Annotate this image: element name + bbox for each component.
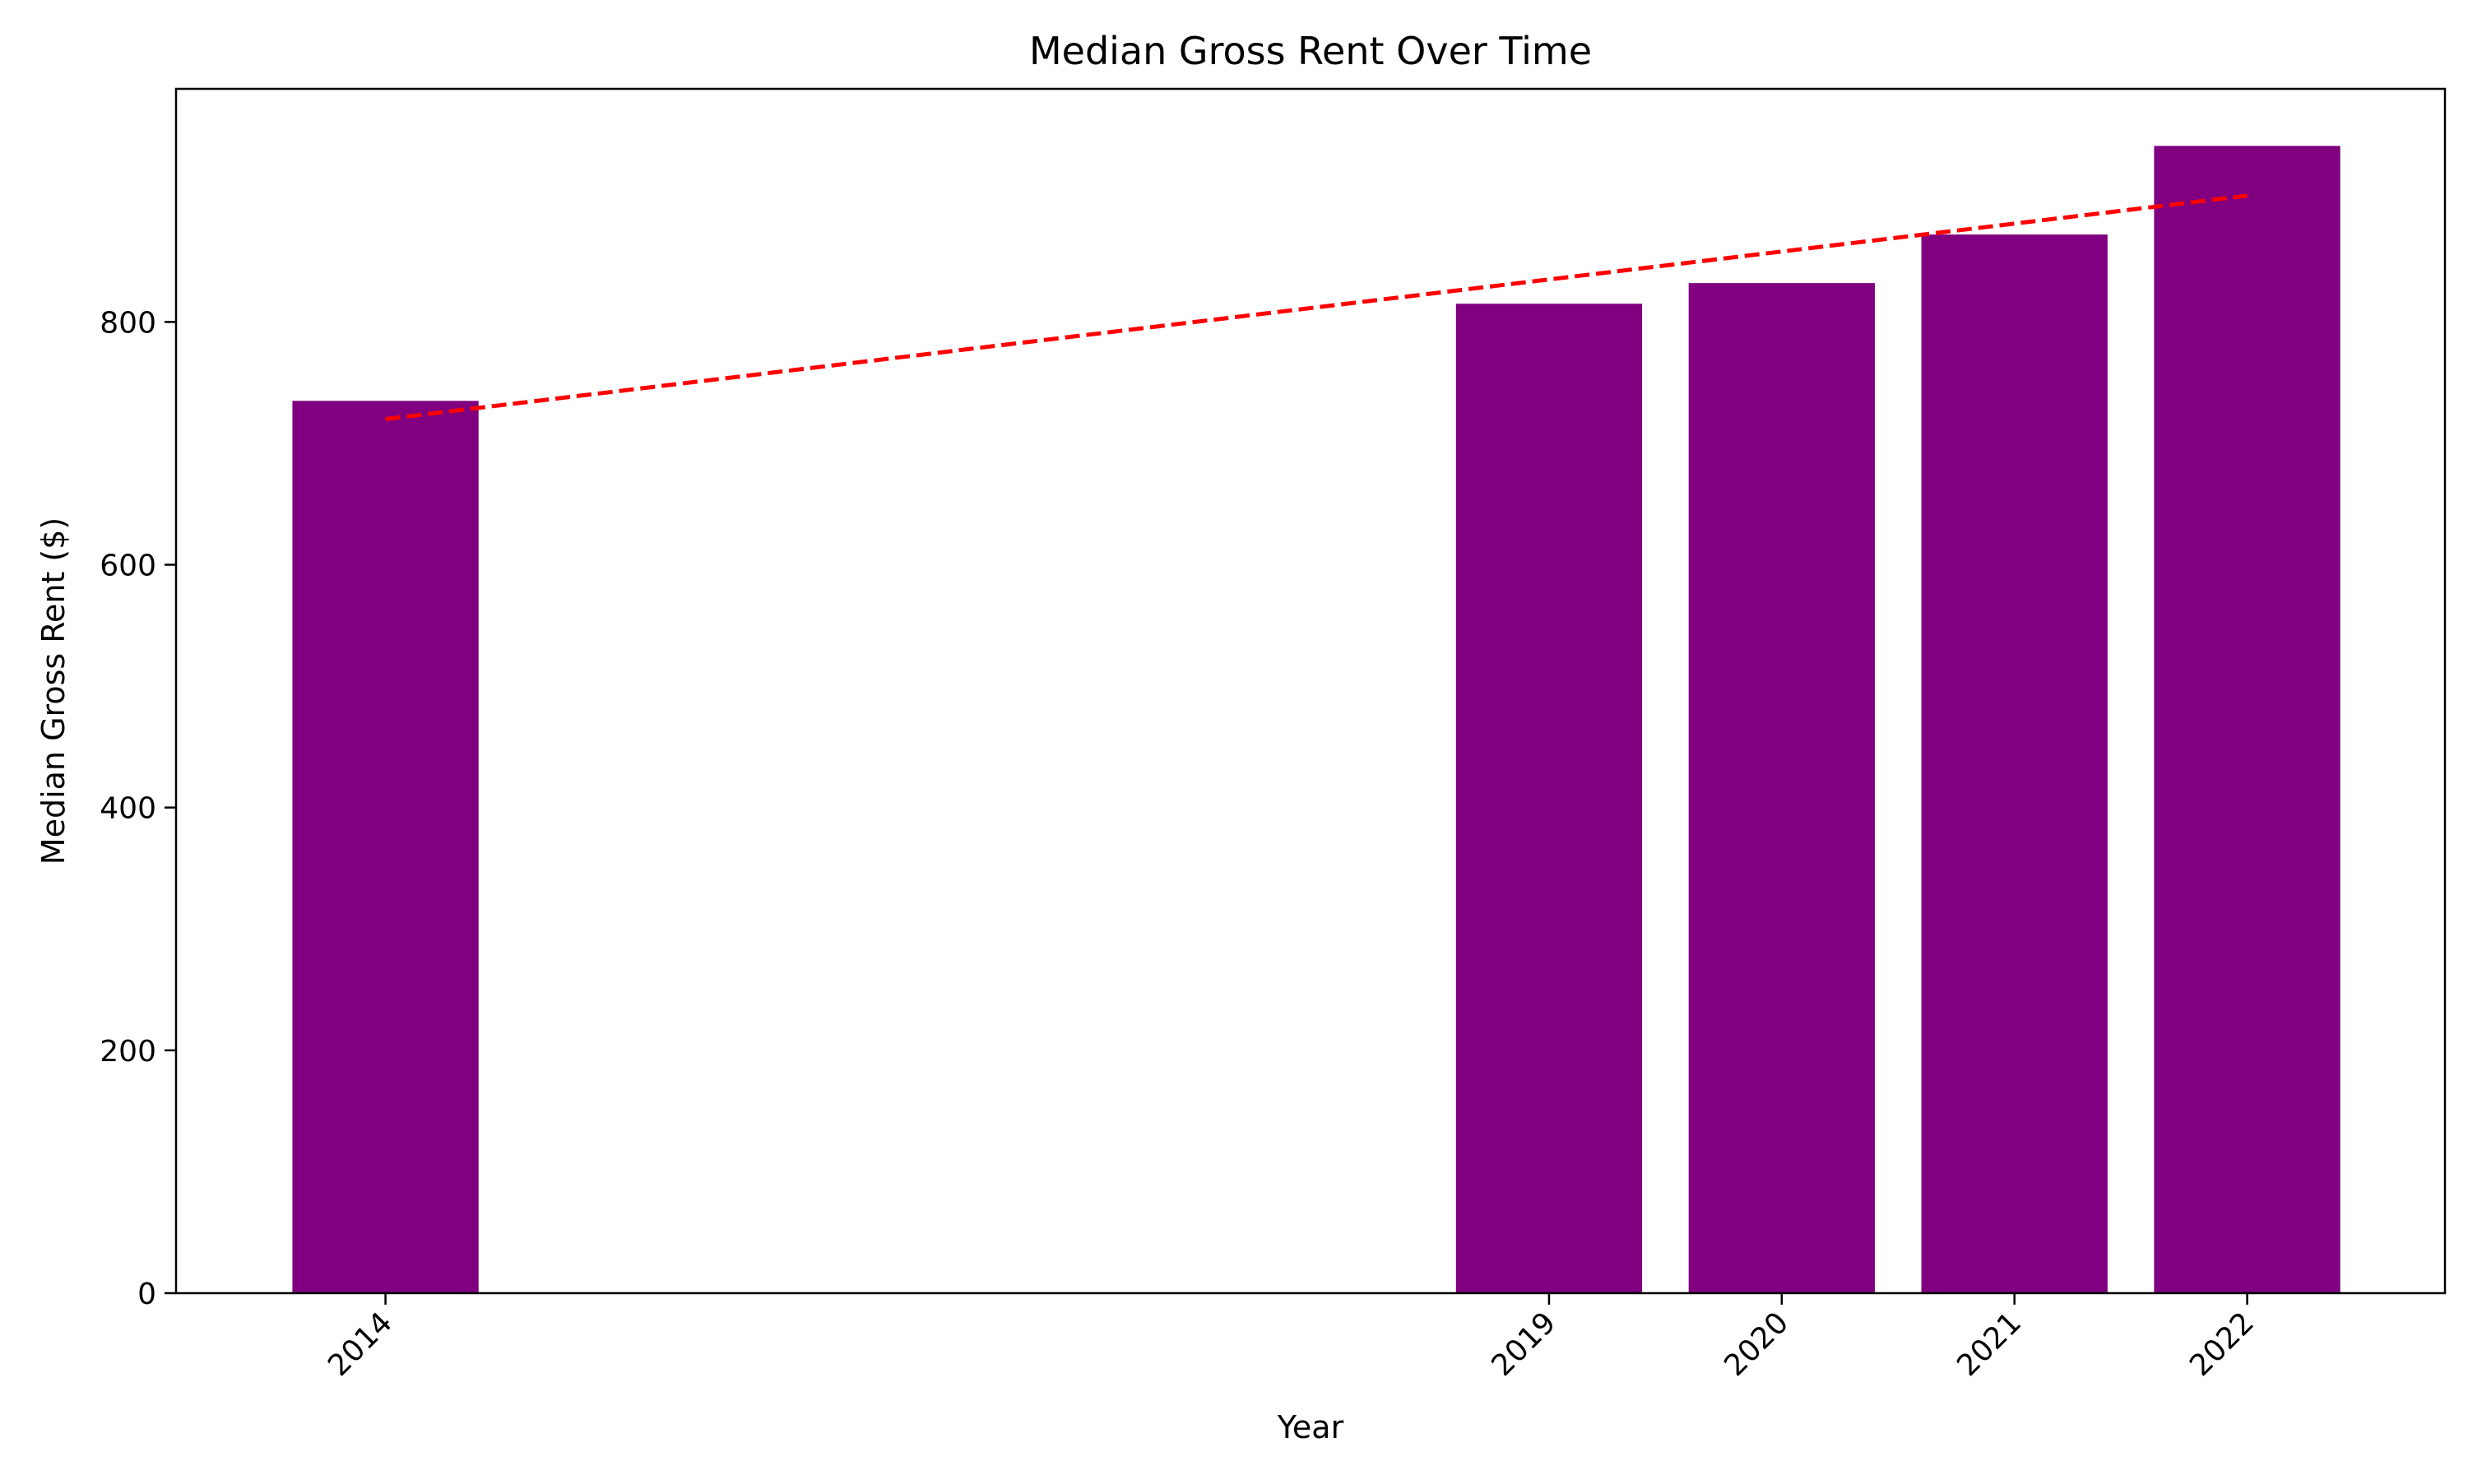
trend-line-group: [385, 193, 2248, 421]
y-tick-label: 0: [137, 1278, 156, 1311]
y-tick-label: 400: [100, 792, 156, 826]
x-axis-label: Year: [1277, 1409, 1344, 1445]
trend-line: [385, 193, 2248, 421]
bar-2014: [292, 401, 479, 1294]
y-tick-label: 200: [100, 1035, 156, 1069]
y-axis-label: Median Gross Rent ($): [35, 517, 72, 865]
y-tick-label: 800: [100, 306, 156, 340]
bar-2021: [1921, 234, 2108, 1293]
bar-2020: [1688, 283, 1875, 1293]
plot-frame: [174, 87, 2447, 1295]
y-axis: 0 200 400 600 800: [100, 306, 176, 1311]
chart-title: Median Gross Rent Over Time: [1029, 29, 1592, 73]
bar-2019: [1455, 304, 1643, 1293]
bar-series: [292, 146, 2340, 1294]
y-tick-label: 600: [100, 550, 156, 583]
bar-2022: [2154, 146, 2340, 1293]
